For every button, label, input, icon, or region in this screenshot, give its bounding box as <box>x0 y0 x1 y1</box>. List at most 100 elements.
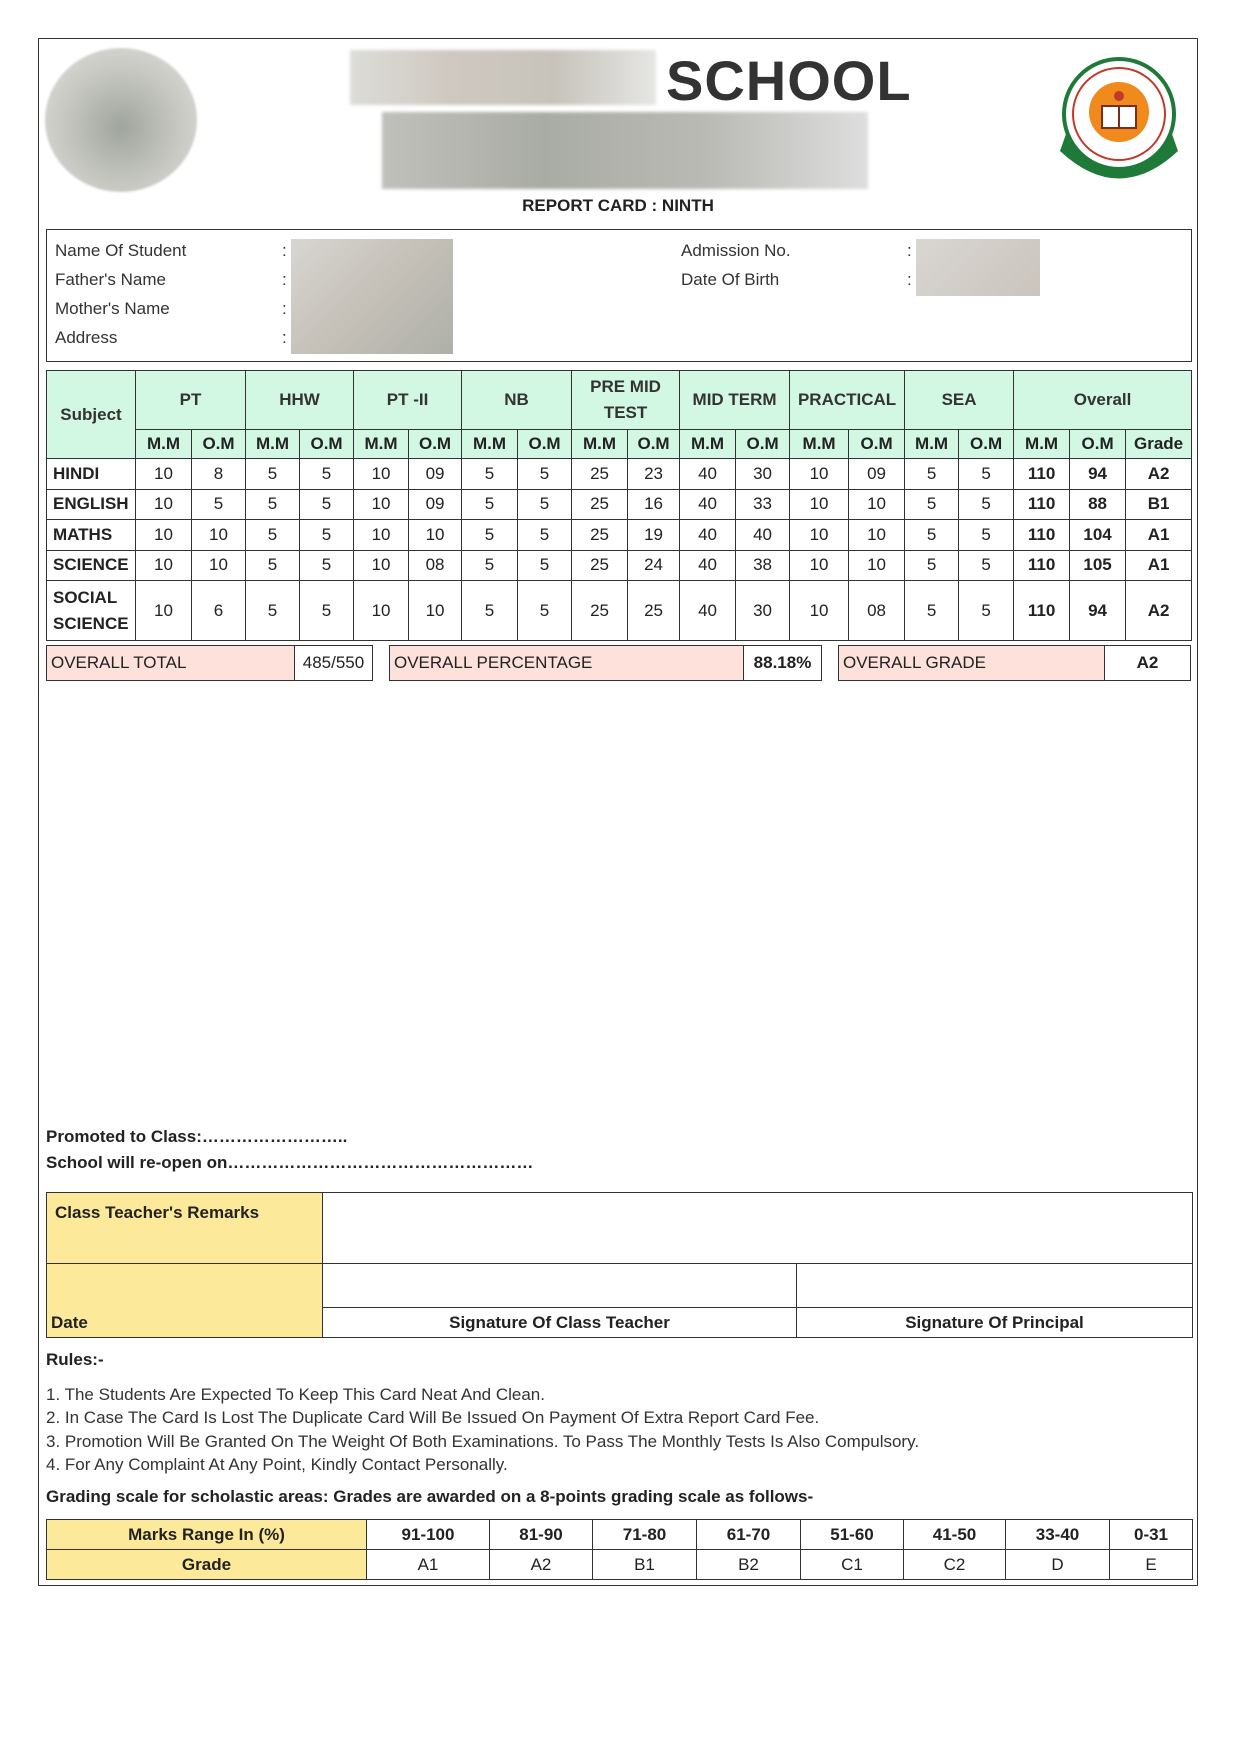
school-address-redacted <box>382 112 868 189</box>
mark-cell: 5 <box>517 519 573 551</box>
mark-cell: 5 <box>517 580 573 641</box>
mark-cell: 5 <box>299 549 355 581</box>
mark-cell: 25 <box>571 488 629 520</box>
mark-cell: 25 <box>571 519 629 551</box>
marks-range-label: Marks Range In (%) <box>46 1519 367 1550</box>
student-info-box: Name Of Student Father's Name Mother's N… <box>46 229 1192 362</box>
group-header: SEA <box>904 370 1015 430</box>
marks-range: 33-40 <box>1005 1519 1110 1550</box>
mark-cell: 5 <box>245 580 301 641</box>
mark-cell: 40 <box>679 549 737 581</box>
mark-cell: 10 <box>848 519 906 551</box>
principal-signature-field[interactable] <box>796 1263 1193 1308</box>
grade-value: A2 <box>489 1549 593 1580</box>
grade-label: Grade <box>46 1549 367 1580</box>
mark-cell: 10 <box>848 488 906 520</box>
mark-cell: 09 <box>408 488 463 520</box>
mark-cell: 10 <box>789 488 850 520</box>
marks-range: 41-50 <box>903 1519 1006 1550</box>
mark-cell: 40 <box>679 458 737 490</box>
date-label: Date <box>46 1263 323 1338</box>
mark-cell: 10 <box>789 519 850 551</box>
overall-max: 110 <box>1013 519 1071 551</box>
obtained-marks-header: O.M <box>848 429 906 459</box>
overall-grade-value: A2 <box>1104 645 1191 681</box>
mark-cell: 25 <box>571 458 629 490</box>
rules-list: 1. The Students Are Expected To Keep Thi… <box>46 1383 919 1476</box>
mark-cell: 5 <box>904 519 960 551</box>
school-title: SCHOOL <box>666 49 912 112</box>
mark-cell: 5 <box>958 458 1015 490</box>
board-logo <box>1060 57 1178 179</box>
colon: : <box>282 241 287 260</box>
max-marks-header: M.M <box>245 429 301 459</box>
mark-cell: 24 <box>627 549 681 581</box>
mark-cell: 40 <box>679 488 737 520</box>
overall-grade: B1 <box>1125 488 1193 520</box>
group-header: PT <box>134 370 247 430</box>
mark-cell: 19 <box>627 519 681 551</box>
marks-range: 61-70 <box>696 1519 801 1550</box>
max-marks-header: M.M <box>571 429 629 459</box>
group-header: PRE MID TEST <box>571 370 681 430</box>
mark-cell: 5 <box>299 519 355 551</box>
principal-signature-label: Signature Of Principal <box>796 1307 1193 1338</box>
mark-cell: 16 <box>627 488 681 520</box>
group-header: PT -II <box>353 370 463 430</box>
rule-item: 4. For Any Complaint At Any Point, Kindl… <box>46 1454 508 1474</box>
grading-note: Grading scale for scholastic areas: Grad… <box>46 1487 814 1506</box>
class-teacher-signature-field[interactable] <box>322 1263 797 1308</box>
obtained-marks-header: O.M <box>517 429 573 459</box>
grade-value: B2 <box>696 1549 801 1580</box>
mark-cell: 5 <box>904 488 960 520</box>
mark-cell: 5 <box>245 519 301 551</box>
mark-cell: 5 <box>904 458 960 490</box>
mark-cell: 5 <box>461 549 519 581</box>
overall-grade: A2 <box>1125 458 1193 490</box>
label-address: Address <box>55 328 118 347</box>
group-header: PRACTICAL <box>789 370 906 430</box>
overall-total-value: 485/550 <box>294 645 373 681</box>
mark-cell: 38 <box>735 549 791 581</box>
overall-max: 110 <box>1013 549 1071 581</box>
mark-cell: 5 <box>517 549 573 581</box>
colon: : <box>907 241 912 260</box>
mark-cell: 5 <box>958 549 1015 581</box>
mark-cell: 5 <box>461 519 519 551</box>
obtained-marks-header: O.M <box>627 429 681 459</box>
mark-cell: 08 <box>408 549 463 581</box>
mark-cell: 10 <box>353 488 410 520</box>
mark-cell: 5 <box>245 488 301 520</box>
overall-max: 110 <box>1013 488 1071 520</box>
label-father-name: Father's Name <box>55 270 166 289</box>
max-marks-header: M.M <box>461 429 519 459</box>
subject-name: HINDI <box>46 458 136 490</box>
mark-cell: 5 <box>904 549 960 581</box>
grading-scale-table: Marks Range In (%) 91-100 81-90 71-80 61-70 5… <box>46 1519 1193 1580</box>
mark-cell: 25 <box>571 580 629 641</box>
mark-cell: 5 <box>190 488 247 520</box>
rule-item: 3. Promotion Will Be Granted On The Weig… <box>46 1431 920 1451</box>
label-admission-no: Admission No. <box>681 241 791 260</box>
overall-percentage-value: 88.18% <box>743 645 822 681</box>
mark-cell: 10 <box>135 580 192 641</box>
mark-cell: 33 <box>735 488 791 520</box>
marks-range: 91-100 <box>366 1519 490 1550</box>
mark-cell: 23 <box>627 458 681 490</box>
colon: : <box>907 270 912 289</box>
overall-grade: A2 <box>1125 580 1193 641</box>
class-teacher-remarks-field[interactable] <box>322 1192 1193 1264</box>
obtained-marks-header: O.M <box>1069 429 1127 459</box>
marks-row: MATHS 10 10 5 5 10 10 5 5 25 19 40 40 10 10 5 5 110 104 A1 <box>46 519 1193 551</box>
marks-row: SOCIAL SCIENCE 10 6 5 5 10 10 5 5 25 25 40 30 10 08 5 5 1… <box>46 580 1193 641</box>
promoted-to-class: Promoted to Class:…………………….. <box>46 1127 348 1146</box>
overall-max: 110 <box>1013 458 1071 490</box>
colon: : <box>282 328 287 347</box>
mark-cell: 09 <box>408 458 463 490</box>
mark-cell: 10 <box>789 549 850 581</box>
mark-cell: 5 <box>958 488 1015 520</box>
mark-cell: 6 <box>190 580 247 641</box>
mark-cell: 10 <box>408 519 463 551</box>
school-reopen: School will re-open on……………………………………………… <box>46 1153 534 1172</box>
mark-cell: 5 <box>461 458 519 490</box>
